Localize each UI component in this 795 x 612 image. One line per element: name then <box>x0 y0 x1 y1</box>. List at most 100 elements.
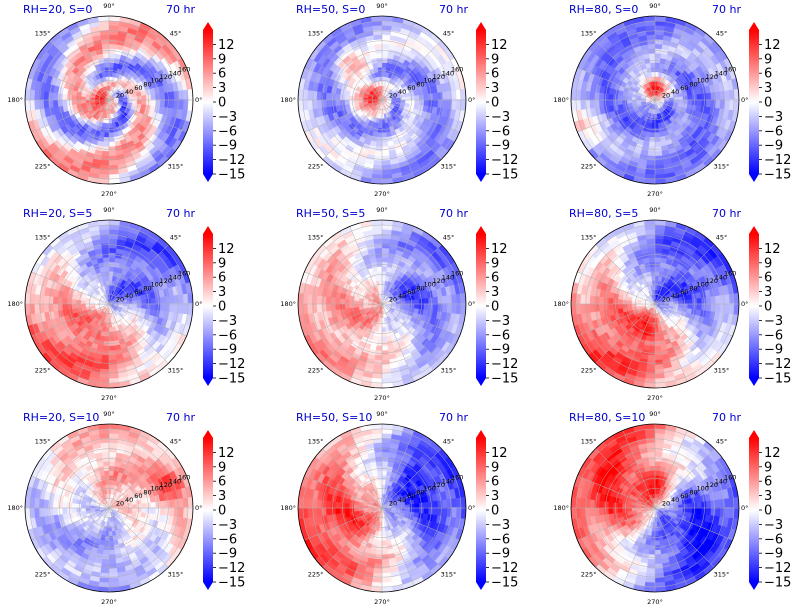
angular-gridline <box>381 271 460 305</box>
heatmap-cell <box>369 257 377 264</box>
heatmap-cell <box>658 92 663 98</box>
heatmap-cell <box>181 270 191 284</box>
angular-gridline <box>349 303 383 382</box>
angular-gridline <box>381 67 460 101</box>
heatmap-cell <box>122 94 129 99</box>
heatmap-cell <box>374 306 379 312</box>
heatmap-cell <box>354 69 363 78</box>
heatmap-cell <box>320 261 331 272</box>
heatmap-cell <box>621 299 628 305</box>
heatmap-cell <box>717 138 729 152</box>
heatmap-cell <box>52 50 63 61</box>
heatmap-cell <box>330 366 344 378</box>
heatmap-cell <box>187 303 193 316</box>
heatmap-cell <box>422 87 429 95</box>
heatmap-cell <box>145 30 158 41</box>
angular-gridline <box>381 99 460 133</box>
heatmap-cell <box>381 43 390 50</box>
angular-gridline <box>76 303 110 382</box>
heatmap-cell <box>387 112 392 118</box>
heatmap-cell <box>434 42 446 55</box>
heatmap-cell <box>99 100 105 103</box>
colorbar-tick-label: 6 <box>218 67 226 82</box>
heatmap-cell <box>370 276 376 283</box>
radial-tick-label: 140 <box>442 69 454 77</box>
heatmap-cell <box>650 308 654 314</box>
heatmap-cell <box>135 364 148 374</box>
heatmap-cell <box>91 294 97 299</box>
heatmap-cell <box>97 261 105 269</box>
heatmap-cell <box>421 133 431 144</box>
heatmap-cell <box>111 295 116 301</box>
heatmap-cell <box>653 90 655 96</box>
theta-tick-label: 90° <box>376 206 388 214</box>
heatmap-cell <box>597 130 608 141</box>
heatmap-cell <box>316 329 326 340</box>
heatmap-cell <box>148 247 159 258</box>
heatmap-cell <box>606 56 616 67</box>
heatmap-cell <box>631 151 642 160</box>
heatmap-cell <box>339 104 347 112</box>
heatmap-cell <box>401 372 414 382</box>
heatmap-cell <box>173 70 182 82</box>
heatmap-cell <box>134 50 144 60</box>
heatmap-cell <box>95 296 101 301</box>
heatmap-cell <box>695 87 702 95</box>
heatmap-cell <box>126 27 138 36</box>
heatmap-cell <box>27 67 36 81</box>
heatmap-cell <box>694 162 708 174</box>
heatmap-cell <box>128 273 136 281</box>
heatmap-cell <box>177 322 187 335</box>
heatmap-cell <box>338 343 349 353</box>
heatmap-cell <box>303 261 314 275</box>
heatmap-cell <box>387 140 395 147</box>
heatmap-cell <box>581 48 593 62</box>
heatmap-cell <box>110 104 115 110</box>
heatmap-cell <box>344 294 351 301</box>
heatmap-cell <box>640 302 646 305</box>
heatmap-cell <box>658 62 665 69</box>
heatmap-cell <box>351 323 360 332</box>
heatmap-cell <box>108 34 118 40</box>
heatmap-cell <box>114 286 119 292</box>
heatmap-cell <box>349 377 363 386</box>
heatmap-cell <box>423 297 430 304</box>
heatmap-cell <box>668 101 675 105</box>
angular-gridline <box>654 99 715 160</box>
heatmap-cell <box>627 160 639 169</box>
heatmap-cell <box>173 331 184 344</box>
heatmap-cell <box>157 46 169 58</box>
heatmap-cell <box>576 130 587 144</box>
heatmap-cell <box>52 343 64 355</box>
heatmap-cell <box>434 348 446 361</box>
heatmap-cell <box>382 345 389 352</box>
heatmap-cell <box>75 91 82 97</box>
heatmap-cell <box>354 106 361 112</box>
heatmap-cell <box>116 104 122 109</box>
heatmap-cell <box>63 59 73 70</box>
heatmap-cell <box>647 103 653 108</box>
heatmap-cell <box>347 50 357 60</box>
heatmap-cell <box>421 337 431 348</box>
heatmap-cell <box>401 326 410 335</box>
heatmap-cell <box>715 99 721 109</box>
heatmap-cell <box>58 43 70 55</box>
heatmap-cell <box>154 49 166 61</box>
heatmap-cell <box>414 355 426 366</box>
heatmap-cell <box>164 303 171 312</box>
heatmap-cell <box>598 92 605 101</box>
heatmap-cell <box>660 310 666 316</box>
heatmap-cell <box>41 40 53 53</box>
heatmap-cell <box>646 38 655 45</box>
heatmap-cell <box>36 118 45 130</box>
heatmap-cell <box>426 71 435 81</box>
heatmap-cell <box>424 136 435 147</box>
heatmap-cell <box>112 270 118 277</box>
heatmap-cell <box>75 18 89 28</box>
heatmap-cell <box>113 87 118 93</box>
heatmap-cell <box>398 364 410 373</box>
heatmap-cell <box>89 299 96 303</box>
heatmap-cell <box>433 132 444 143</box>
heatmap-cell <box>627 31 639 40</box>
heatmap-cell <box>71 299 77 305</box>
